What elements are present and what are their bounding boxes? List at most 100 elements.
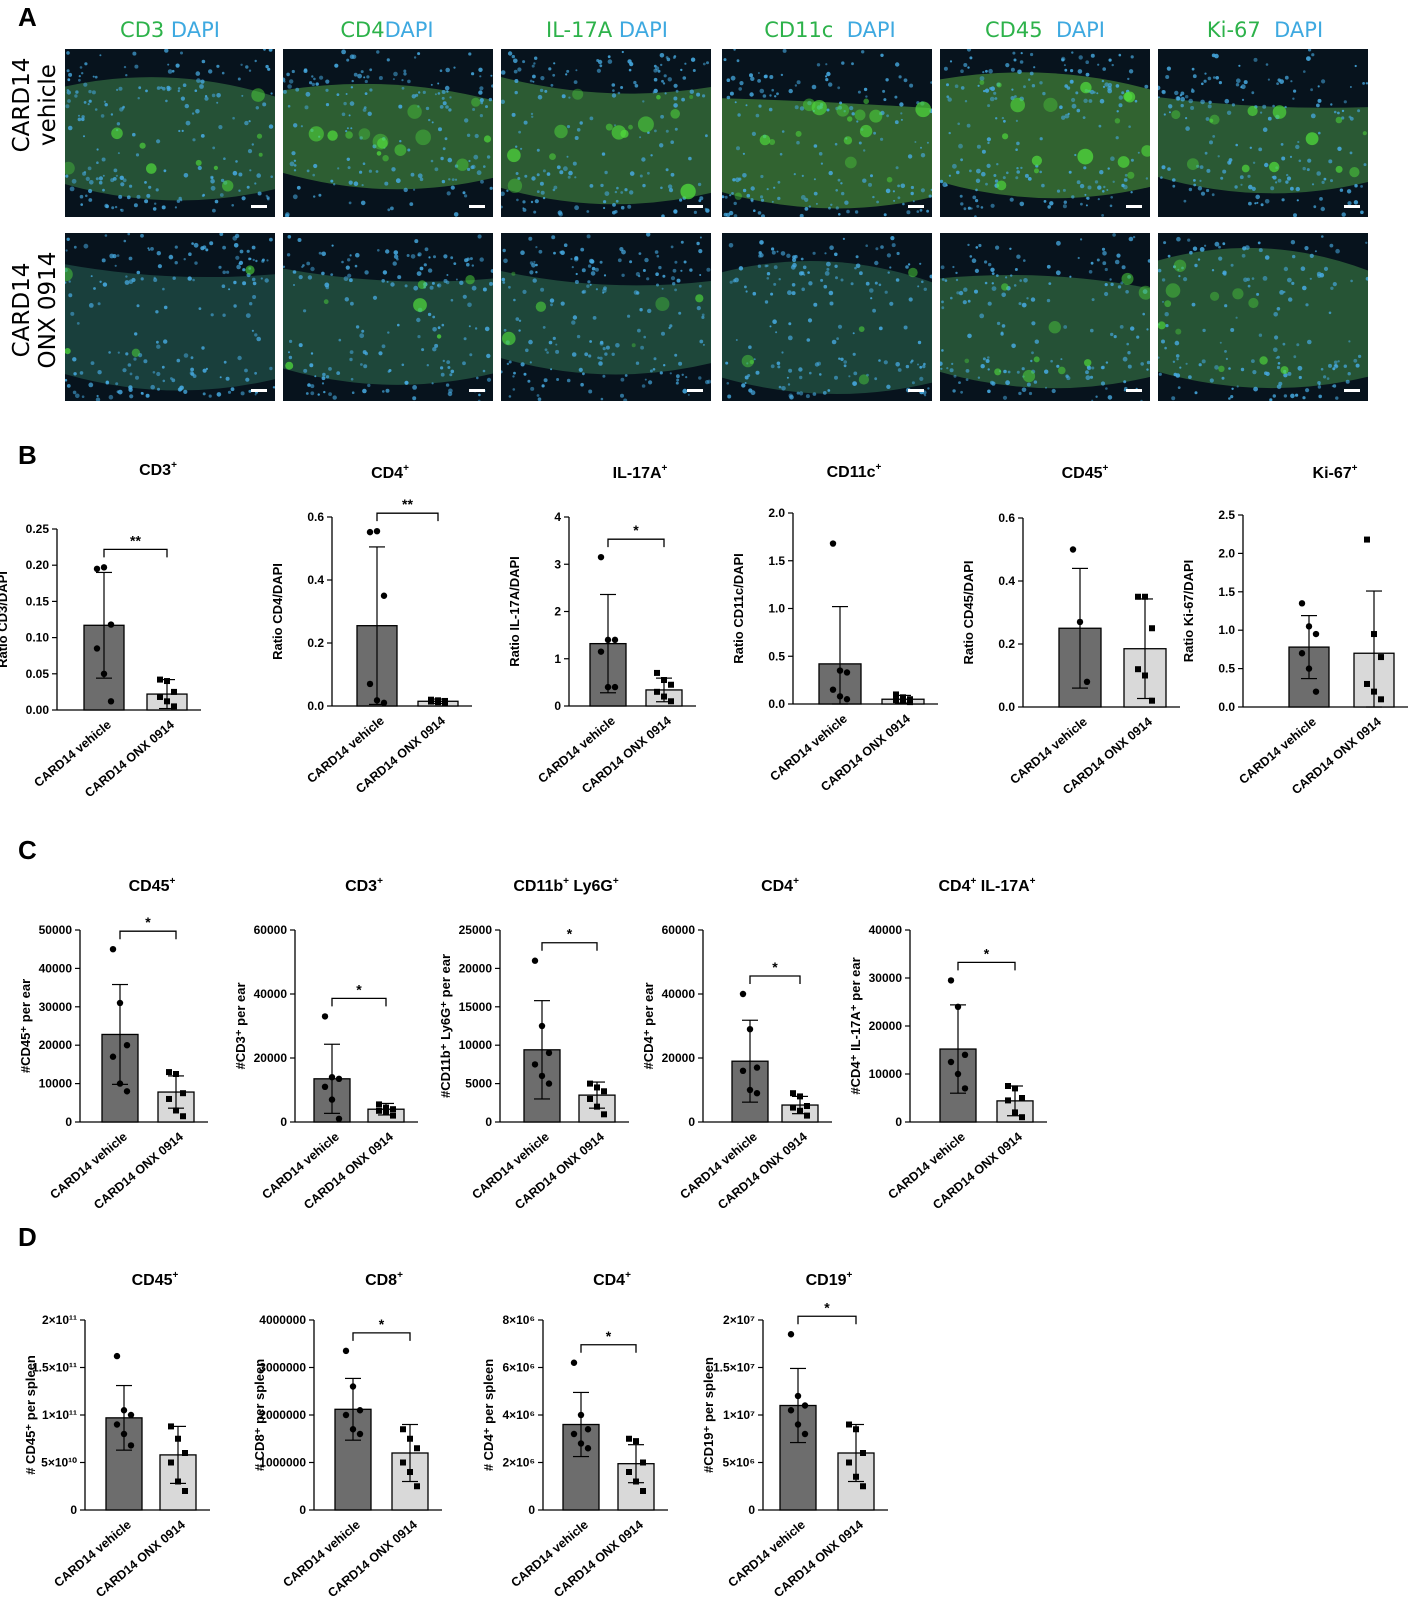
nucleus-dot [1033, 66, 1036, 69]
nucleus-dot [404, 284, 408, 288]
nucleus-dot [381, 279, 385, 283]
nucleus-dot [858, 141, 862, 145]
nucleus-dot [256, 336, 261, 342]
nucleus-dot [514, 90, 518, 95]
nucleus-dot [254, 371, 257, 375]
nucleus-dot [596, 68, 601, 73]
marker-signal [1034, 168, 1039, 174]
significance-marker: ** [402, 496, 413, 512]
nucleus-dot [96, 148, 99, 151]
nucleus-dot [738, 87, 742, 91]
nucleus-dot [252, 281, 257, 286]
nucleus-dot [343, 276, 349, 282]
nucleus-dot [501, 99, 505, 104]
x-category-label: CARD14 ONX 0914 [551, 1518, 646, 1601]
nucleus-dot [549, 298, 555, 303]
nucleus-dot [811, 84, 817, 90]
nucleus-dot [1043, 200, 1047, 203]
nucleus-dot [599, 64, 603, 68]
nucleus-dot [828, 170, 833, 176]
data-point [182, 1488, 188, 1494]
nucleus-dot [507, 51, 513, 56]
nucleus-dot [304, 105, 309, 110]
significance-bracket [331, 997, 387, 1007]
nucleus-dot [513, 58, 518, 64]
nucleus-dot [945, 184, 948, 187]
nucleus-dot [1039, 81, 1043, 85]
data-point [860, 1450, 866, 1456]
nucleus-dot [728, 210, 734, 216]
nucleus-dot [1082, 116, 1086, 119]
nucleus-dot [1239, 175, 1244, 180]
nucleus-dot [617, 258, 622, 263]
nucleus-dot [393, 254, 399, 259]
nucleus-dot [347, 166, 351, 170]
nucleus-dot [287, 84, 292, 89]
nucleus-dot [468, 52, 472, 56]
nucleus-dot [983, 89, 986, 93]
nucleus-dot [424, 247, 429, 252]
nucleus-dot [663, 364, 666, 367]
nucleus-dot [105, 204, 109, 209]
nucleus-dot [1185, 126, 1190, 131]
nucleus-dot [178, 196, 182, 201]
nucleus-dot [483, 165, 486, 168]
nucleus-dot [621, 50, 624, 54]
nucleus-dot [88, 198, 93, 202]
nucleus-dot [486, 155, 491, 159]
nucleus-dot [202, 368, 207, 373]
nucleus-dot [345, 93, 348, 95]
nucleus-dot [647, 308, 652, 314]
nucleus-dot [157, 387, 160, 391]
nucleus-dot [578, 367, 583, 372]
nucleus-dot [641, 384, 646, 388]
nucleus-dot [1235, 143, 1238, 147]
nucleus-dot [584, 352, 589, 357]
nucleus-dot [453, 262, 457, 265]
nucleus-dot [946, 83, 949, 87]
nucleus-dot [646, 233, 651, 237]
nucleus-dot [675, 89, 679, 93]
nucleus-dot [835, 106, 839, 111]
nucleus-dot [566, 125, 571, 129]
marker-signal [1080, 81, 1092, 94]
nucleus-dot [484, 326, 490, 332]
nucleus-dot [835, 206, 839, 210]
nucleus-dot [127, 233, 130, 236]
data-point [640, 1488, 646, 1494]
nucleus-dot [522, 200, 526, 204]
nucleus-dot [378, 76, 383, 80]
title-text: CD19 [806, 1272, 847, 1289]
nucleus-dot [511, 54, 515, 59]
nucleus-dot [825, 75, 828, 78]
data-point [400, 1426, 406, 1433]
nucleus-dot [171, 378, 176, 383]
data-point [753, 1090, 761, 1097]
nucleus-dot [65, 281, 67, 284]
nucleus-dot [946, 95, 950, 99]
tissue-region [65, 77, 275, 201]
nucleus-dot [1079, 183, 1085, 189]
nucleus-dot [172, 276, 176, 280]
nucleus-dot [649, 369, 653, 373]
nucleus-dot [1068, 170, 1072, 174]
nucleus-dot [586, 210, 590, 213]
nucleus-dot [655, 272, 659, 276]
nucleus-dot [552, 188, 556, 192]
nucleus-dot [659, 143, 664, 148]
title-superscript: + [403, 463, 409, 474]
nucleus-dot [450, 256, 454, 260]
data-point [349, 1383, 357, 1390]
nucleus-dot [970, 207, 973, 210]
marker-signal [1209, 118, 1214, 123]
nucleus-dot [1296, 199, 1299, 202]
title-text: CD11b [513, 878, 563, 895]
nucleus-dot [153, 278, 158, 282]
nucleus-dot [1258, 147, 1263, 152]
nucleus-dot [506, 362, 510, 366]
nucleus-dot [661, 214, 665, 217]
nucleus-dot [541, 384, 545, 388]
data-point [1083, 678, 1091, 685]
nucleus-dot [768, 107, 773, 112]
nucleus-dot [183, 258, 186, 261]
